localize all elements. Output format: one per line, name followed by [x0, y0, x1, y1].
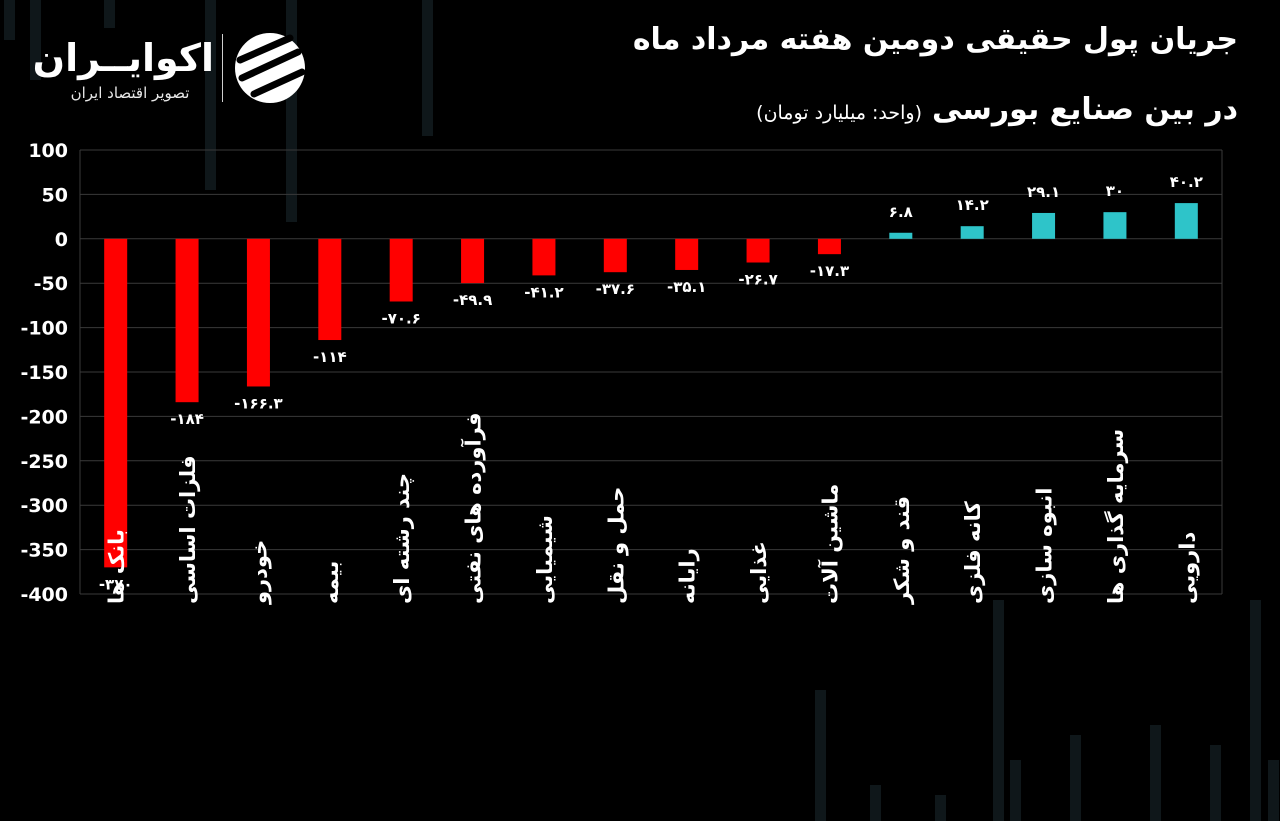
brand-mark-icon — [235, 33, 306, 103]
data-label: ۲۹.۱ — [1027, 183, 1060, 201]
decor-bar — [422, 0, 433, 136]
decor-bar — [1268, 760, 1279, 821]
category-label: شیمیایی — [533, 515, 557, 604]
data-label: -۴۹.۹ — [453, 291, 492, 309]
data-label: -۳۷.۶ — [596, 280, 635, 298]
y-tick-label: -400 — [20, 584, 68, 606]
bar — [1103, 212, 1127, 239]
brand-logo: اکوایــران تصویر اقتصاد ایران — [32, 30, 316, 110]
bars — [104, 203, 1198, 568]
decor-bar — [205, 0, 216, 190]
category-label: چند رشته ای — [390, 473, 414, 604]
page-title: جریان پول حقیقی دومین هفته مرداد ماه — [632, 22, 1238, 57]
bar — [461, 238, 485, 284]
decor-bar — [1150, 725, 1161, 821]
category-label: کانه فلزی — [961, 501, 985, 604]
data-label: -۱۶۶.۳ — [234, 394, 283, 412]
logo-divider — [222, 34, 223, 102]
data-label: ۴۰.۲ — [1170, 173, 1203, 191]
category-label: فلزات اساسی — [176, 455, 200, 604]
decor-bar — [1010, 760, 1021, 821]
category-label: سرمایه گذاری ها — [1103, 429, 1128, 604]
category-label: فرآورده های نفتی — [461, 413, 486, 604]
y-tick-label: -350 — [20, 540, 68, 562]
category-label: بیمه — [319, 561, 343, 604]
page-subtitle: در بین صنایع بورسی (واحد: میلیارد تومان) — [756, 92, 1238, 127]
y-tick-label: 0 — [55, 229, 68, 251]
decor-bar — [1070, 735, 1081, 821]
category-label: قند و شکر — [890, 496, 914, 605]
data-labels: -۳۷۰ -۱۸۴ -۱۶۶.۳ -۱۱۴ -۷۰.۶ -۴۹.۹ -۴۱.۲ -۳۷.۶ -۳… — [99, 173, 1203, 593]
brand-name: اکوایــران — [32, 36, 214, 80]
category-label: انبوه سازی — [1033, 488, 1057, 604]
decor-bar — [870, 785, 881, 821]
y-tick-label: -250 — [20, 451, 68, 473]
data-label: ۱۴.۲ — [956, 196, 989, 214]
decor-bar — [104, 0, 115, 28]
decor-bar — [30, 0, 41, 80]
data-label: -۳۵.۱ — [667, 278, 706, 296]
data-label: -۱۸۴ — [170, 410, 204, 428]
decor-bar — [1210, 745, 1221, 821]
decor-bar — [993, 600, 1004, 821]
category-label: بانک ها — [105, 529, 129, 604]
x-axis-categories: بانک ها فلزات اساسی خودرو بیمه چند رشته ای فر… — [105, 413, 1200, 605]
y-tick-label: 50 — [42, 184, 68, 206]
data-label: ۶.۸ — [889, 203, 913, 221]
bar — [104, 238, 128, 568]
bar — [532, 238, 556, 276]
decor-bar — [4, 0, 15, 40]
y-axis-ticks: 100 50 0 -50 -100 -150 -200 -250 -300 -350 -400 — [20, 140, 68, 606]
category-label: دارویی — [1175, 532, 1199, 604]
category-label: غذایی — [747, 541, 771, 604]
bar — [603, 238, 627, 273]
bar — [675, 238, 699, 270]
subtitle-text: در بین صنایع بورسی — [932, 92, 1238, 127]
decor-bar — [935, 795, 946, 821]
bar — [318, 238, 342, 341]
y-tick-label: -150 — [20, 362, 68, 384]
decor-bar — [1250, 600, 1261, 821]
bar — [389, 238, 413, 302]
data-label: -۲۶.۷ — [738, 271, 777, 289]
data-label: -۳۷۰ — [99, 575, 133, 593]
y-tick-label: -200 — [20, 406, 68, 428]
category-label: خودرو — [247, 540, 271, 605]
data-label: ۳۰ — [1106, 182, 1124, 200]
bar — [1032, 212, 1056, 239]
data-label: -۱۷.۳ — [810, 262, 849, 280]
unit-label: (واحد: میلیارد تومان) — [756, 102, 923, 124]
bar — [960, 226, 984, 239]
bar — [746, 238, 770, 263]
y-tick-label: -50 — [34, 273, 68, 295]
data-label: -۷۰.۶ — [381, 309, 420, 327]
bar — [889, 232, 913, 239]
category-label: حمل و نقل — [604, 487, 628, 604]
category-label: رایانه — [676, 548, 700, 604]
bar — [246, 238, 270, 387]
bar — [1174, 203, 1198, 239]
category-label: ماشین آلات — [817, 484, 842, 604]
bar — [817, 238, 841, 255]
grid-lines — [79, 149, 1223, 595]
data-label: -۱۱۴ — [313, 348, 347, 366]
decor-bar — [286, 0, 297, 222]
data-label: -۴۱.۲ — [524, 283, 563, 301]
brand-tagline: تصویر اقتصاد ایران — [70, 84, 190, 102]
y-tick-label: -300 — [20, 495, 68, 517]
y-tick-label: 100 — [28, 140, 68, 162]
decor-bar — [815, 690, 826, 821]
bar — [175, 238, 199, 403]
y-tick-label: -100 — [20, 318, 68, 340]
